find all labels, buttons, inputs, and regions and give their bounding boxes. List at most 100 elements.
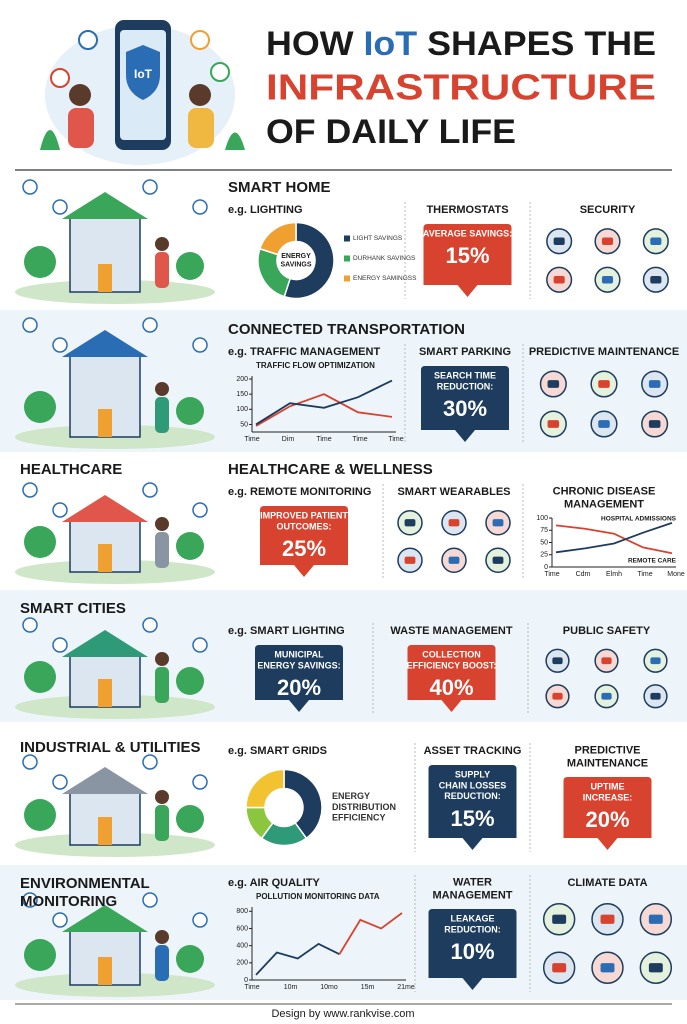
icon-detail bbox=[600, 914, 615, 924]
tree bbox=[176, 945, 204, 973]
icon-detail bbox=[601, 692, 612, 700]
title-line-1: HOW IoT SHAPES THE bbox=[266, 25, 656, 63]
badge-text: ENERGY SAVINGS: bbox=[257, 660, 340, 670]
section-heading: HEALTHCARE & WELLNESS bbox=[228, 461, 433, 478]
icon-detail bbox=[648, 963, 663, 973]
iot-icon bbox=[192, 502, 208, 518]
badge-text: COLLECTION bbox=[422, 649, 481, 659]
line-series bbox=[255, 379, 393, 426]
side-label: HEALTHCARE bbox=[20, 461, 122, 478]
tree bbox=[24, 939, 56, 971]
section-illustration bbox=[15, 892, 215, 997]
y-tick-label: 200 bbox=[236, 376, 248, 383]
iot-icon bbox=[22, 482, 38, 498]
iot-icon bbox=[192, 774, 208, 790]
x-tick-label: Time bbox=[544, 571, 559, 578]
iot-icon bbox=[22, 317, 38, 333]
figure bbox=[155, 397, 169, 433]
icon-detail bbox=[404, 519, 416, 527]
section-heading: ENVIRONMENTAL bbox=[20, 875, 150, 892]
line-series bbox=[338, 912, 403, 955]
chart-note: HOSPITAL ADMISSIONS bbox=[601, 516, 677, 523]
badge-text: LEAKAGE bbox=[450, 913, 494, 923]
x-tick-label: Time bbox=[388, 436, 403, 443]
roof bbox=[62, 630, 148, 657]
legend-label: EFFICIENCY bbox=[332, 813, 386, 823]
badge-value: 15% bbox=[445, 243, 489, 268]
line-series bbox=[555, 524, 673, 555]
section-heading: MONITORING bbox=[20, 893, 117, 910]
iot-icon bbox=[52, 912, 68, 928]
badge-value: 20% bbox=[585, 807, 629, 832]
x-tick-label: 15m bbox=[361, 984, 375, 991]
iot-icon bbox=[142, 617, 158, 633]
iot-icon bbox=[142, 179, 158, 195]
section-heading: CONNECTED TRANSPORTATION bbox=[228, 321, 465, 338]
donut-segment bbox=[245, 768, 285, 809]
roof bbox=[62, 330, 148, 357]
iot-icon bbox=[22, 892, 38, 908]
title-line-3: OF DAILY LIFE bbox=[266, 113, 516, 151]
y-tick-label: 25 bbox=[540, 552, 548, 559]
badge-value: 20% bbox=[277, 675, 321, 700]
badge bbox=[255, 645, 343, 712]
x-tick-label: Time bbox=[244, 436, 259, 443]
iot-icon bbox=[142, 482, 158, 498]
icon-detail bbox=[650, 692, 661, 700]
icon-detail bbox=[601, 237, 614, 245]
y-tick-label: 0 bbox=[244, 977, 248, 984]
tree bbox=[176, 667, 204, 695]
icon-detail bbox=[648, 380, 661, 388]
badge-text: IMPROVED PATIENT bbox=[260, 510, 348, 520]
icon-detail bbox=[448, 519, 460, 527]
icon-detail bbox=[648, 914, 663, 924]
tree bbox=[176, 532, 204, 560]
donut-segment bbox=[283, 768, 323, 840]
icon-detail bbox=[648, 420, 661, 428]
x-tick-label: Time bbox=[316, 436, 331, 443]
y-tick-label: 100 bbox=[236, 406, 248, 413]
panel-label: ASSET TRACKING bbox=[424, 745, 522, 757]
x-tick-label: Dim bbox=[282, 436, 295, 443]
panel-label: THERMOSTATS bbox=[426, 204, 508, 216]
figure-head bbox=[155, 517, 169, 531]
y-tick-label: 0 bbox=[544, 564, 548, 571]
badge bbox=[423, 224, 512, 297]
panel-label: e.g. REMOTE MONITORING bbox=[228, 486, 371, 498]
panel-label: SMART PARKING bbox=[419, 346, 511, 358]
panel-label: SMART WEARABLES bbox=[397, 486, 510, 498]
iot-icon bbox=[22, 617, 38, 633]
door bbox=[98, 817, 112, 845]
badge-text: REDUCTION: bbox=[437, 381, 494, 391]
badge-text: EFFICIENCY BOOST: bbox=[407, 660, 497, 670]
iot-icon bbox=[142, 892, 158, 908]
badge-value: 25% bbox=[282, 536, 326, 561]
panel-label: MANAGEMENT bbox=[564, 499, 644, 511]
icon-detail bbox=[547, 380, 560, 388]
section-heading: INDUSTRIAL & UTILITIES bbox=[20, 739, 201, 756]
x-tick-label: 10mo bbox=[320, 984, 338, 991]
line-series bbox=[555, 522, 673, 554]
icon-detail bbox=[492, 519, 504, 527]
icon-detail bbox=[601, 657, 612, 665]
icon-detail bbox=[553, 237, 565, 245]
x-tick-label: 21me bbox=[397, 984, 415, 991]
title-line-2: INFRASTRUCTURE bbox=[266, 67, 656, 108]
x-tick-label: Elmh bbox=[606, 571, 622, 578]
icon-detail bbox=[552, 692, 563, 700]
tree bbox=[24, 799, 56, 831]
x-tick-label: Time bbox=[352, 436, 367, 443]
icon-detail bbox=[650, 237, 662, 245]
badge-text: OUTCOMES: bbox=[277, 521, 332, 531]
door bbox=[98, 679, 112, 707]
iot-icon bbox=[142, 317, 158, 333]
badge bbox=[428, 765, 517, 850]
badge-text: SUPPLY bbox=[455, 770, 490, 780]
panel-label: CLIMATE DATA bbox=[567, 877, 647, 889]
icon-detail bbox=[448, 556, 460, 564]
panel-label: WATER bbox=[453, 876, 492, 888]
badge bbox=[421, 366, 509, 442]
y-tick-label: 75 bbox=[540, 527, 548, 534]
chart-title: TRAFFIC FLOW OPTIMIZATION bbox=[256, 361, 375, 370]
x-tick-label: Time bbox=[244, 984, 259, 991]
